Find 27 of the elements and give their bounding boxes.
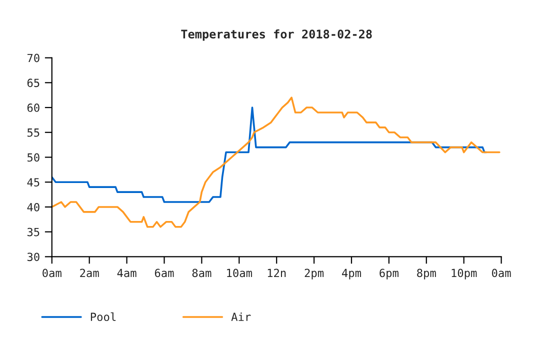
y-tick-label: 50 [27, 153, 40, 162]
x-tick-label: 10pm [452, 268, 477, 280]
x-tick-label: 10am [227, 268, 252, 278]
x-tick-label: 4am [117, 268, 136, 278]
y-tick-label: 35 [27, 228, 40, 236]
x-tick-label: 0am [42, 268, 62, 278]
x-tick-label: 0am [492, 268, 511, 278]
x-tick-label: 6pm [380, 268, 398, 280]
x-tick-label: 2pm [304, 268, 324, 280]
y-tick-label: 70 [27, 54, 40, 62]
legend-label: Pool [90, 312, 116, 322]
y-tick-label: 45 [27, 178, 40, 187]
legend-label: Air [231, 312, 251, 321]
x-tick-label: 8pm [417, 268, 436, 280]
x-tick-label: 4pm [342, 268, 361, 280]
line-series [52, 96, 500, 228]
x-tick-label: 6am [154, 268, 174, 278]
chart-title: Temperatures for 2018-02-28 [181, 29, 372, 41]
x-tick-label: 8am [192, 268, 212, 278]
y-tick-label: 60 [27, 104, 40, 112]
x-tick-label: 2am [80, 268, 99, 278]
y-tick-label: 30 [27, 252, 40, 262]
y-tick-label: 55 [27, 128, 40, 137]
x-tick-label: 12n [268, 268, 286, 278]
y-tick-label: 65 [27, 78, 40, 88]
line-series [52, 106, 488, 203]
y-tick-label: 40 [27, 202, 40, 212]
